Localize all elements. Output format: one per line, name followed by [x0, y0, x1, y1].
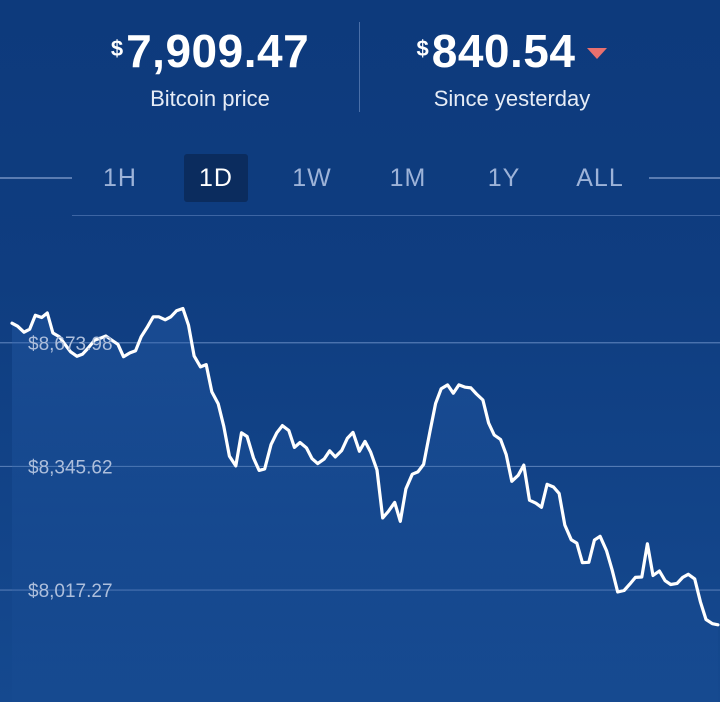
- price-area: [12, 308, 718, 702]
- price-stat: $ 7,909.47 Bitcoin price: [60, 28, 360, 112]
- range-button-all[interactable]: ALL: [576, 163, 624, 192]
- price-chart: $8,673.98 $8,345.62 $8,017.27: [0, 306, 720, 702]
- range-button-1d[interactable]: 1D: [184, 154, 248, 202]
- down-arrow-icon: [587, 48, 608, 59]
- y-tick-label: $8,017.27: [28, 581, 113, 602]
- price-label: Bitcoin price: [150, 86, 270, 111]
- stat-divider: [359, 22, 360, 112]
- change-label: Since yesterday: [433, 86, 591, 111]
- change-stat: $ 840.54 Since yesterday: [362, 28, 662, 112]
- range-underline: [72, 215, 720, 216]
- price-currency: $: [110, 36, 124, 61]
- y-tick-label: $8,673.98: [28, 334, 113, 355]
- change-currency: $: [416, 36, 429, 61]
- y-tick-label: $8,345.62: [28, 457, 113, 478]
- price-value: 7,909.47: [126, 25, 310, 77]
- range-button-1m[interactable]: 1M: [389, 163, 427, 192]
- price-line: [10, 306, 720, 627]
- time-range-selector: 1H 1D 1W 1M 1Y ALL: [0, 150, 720, 206]
- range-line-right: [649, 177, 720, 179]
- range-button-1h[interactable]: 1H: [103, 163, 137, 192]
- change-value: 840.54: [431, 25, 576, 77]
- range-button-1w[interactable]: 1W: [292, 163, 332, 192]
- range-button-1y[interactable]: 1Y: [487, 163, 521, 192]
- range-line-left: [0, 177, 72, 179]
